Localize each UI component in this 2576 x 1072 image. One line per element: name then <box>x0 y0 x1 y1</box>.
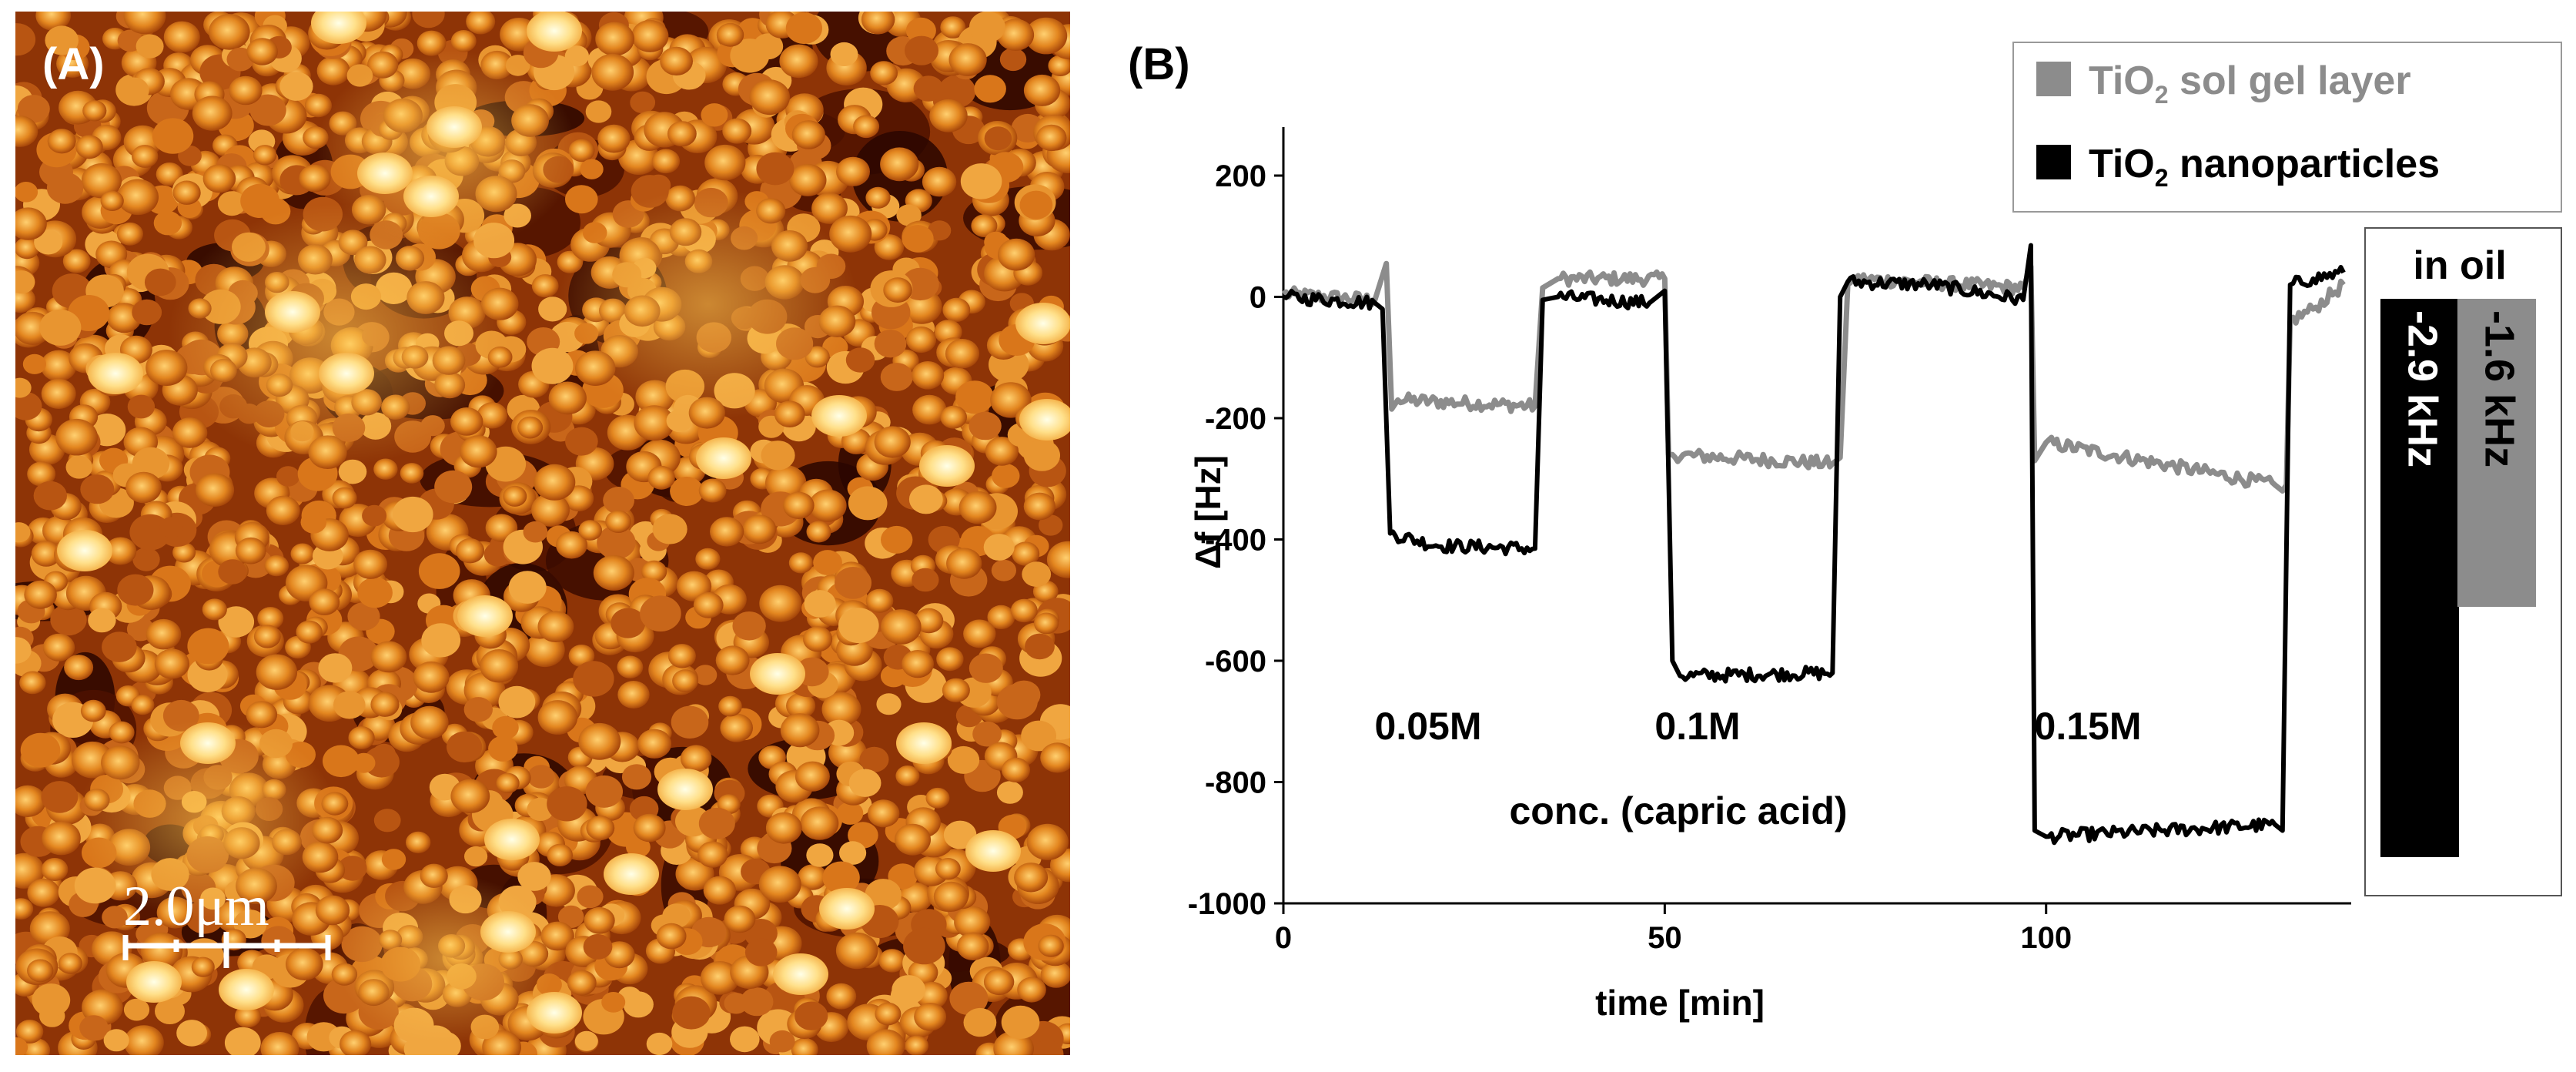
panel-label-a: (A) <box>42 39 105 89</box>
x-tick-label: 0 <box>1275 921 1292 955</box>
afm-image <box>15 12 1070 1055</box>
inset-bar-sol-gel <box>2457 299 2536 607</box>
annotation-0-1m: 0.1M <box>1654 705 1740 748</box>
scale-bar <box>122 932 331 968</box>
legend-sol-gel-base: TiO <box>2089 59 2155 103</box>
legend-swatch-nanoparticles <box>2036 145 2071 179</box>
legend: TiO2 sol gel layer TiO2 nanoparticles <box>2012 42 2562 213</box>
legend-nanoparticles-base: TiO <box>2089 142 2155 186</box>
legend-nanoparticles-rest: nanoparticles <box>2169 142 2441 186</box>
legend-label-nanoparticles: TiO2 nanoparticles <box>2089 142 2440 192</box>
series-nanoparticles-line <box>1282 243 2346 846</box>
frequency-shift-chart: 200 0 -200 -400 -600 -800 -1000 0 50 100 time [m… <box>1093 0 2576 1072</box>
legend-sol-gel-sub: 2 <box>2155 81 2169 109</box>
panel-label-b: (B) <box>1128 39 1190 89</box>
inset-label-nanoparticles: -2.9 kHz <box>2400 310 2446 467</box>
y-tick-label: 200 <box>1215 159 1266 193</box>
y-tick-label: -200 <box>1205 402 1266 436</box>
y-tick-label: -1000 <box>1188 887 1266 921</box>
legend-nanoparticles-sub: 2 <box>2155 164 2169 192</box>
x-tick-label: 100 <box>2020 921 2072 955</box>
scale-bar-label: 2.0μm <box>123 875 269 938</box>
legend-swatch-sol-gel <box>2036 62 2071 96</box>
legend-box <box>2012 42 2562 213</box>
legend-sol-gel-rest: sol gel layer <box>2169 59 2411 103</box>
x-axis-title: time [min] <box>1595 983 1765 1023</box>
legend-label-sol-gel: TiO2 sol gel layer <box>2089 59 2411 109</box>
annotation-0-05m: 0.05M <box>1375 705 1482 748</box>
annotation-0-15m: 0.15M <box>2035 705 2142 748</box>
series-sol-gel-line <box>1281 260 2346 494</box>
y-tick-label: 0 <box>1250 281 1266 315</box>
inset-label-sol-gel: -1.6 kHz <box>2477 310 2523 467</box>
y-tick-label: -400 <box>1205 524 1266 558</box>
inset-bar-nanoparticles <box>2380 299 2459 857</box>
y-axis-title: Δf [Hz] <box>1188 455 1228 569</box>
y-tick-label: -600 <box>1205 645 1266 678</box>
inset: in oil -2.9 kHz -1.6 kHz <box>2364 227 2562 896</box>
x-tick-label: 50 <box>1648 921 1682 955</box>
annotation-capric-acid: conc. (capric acid) <box>1509 789 1847 832</box>
inset-title: in oil <box>2413 243 2506 288</box>
y-tick-label: -800 <box>1205 766 1266 800</box>
